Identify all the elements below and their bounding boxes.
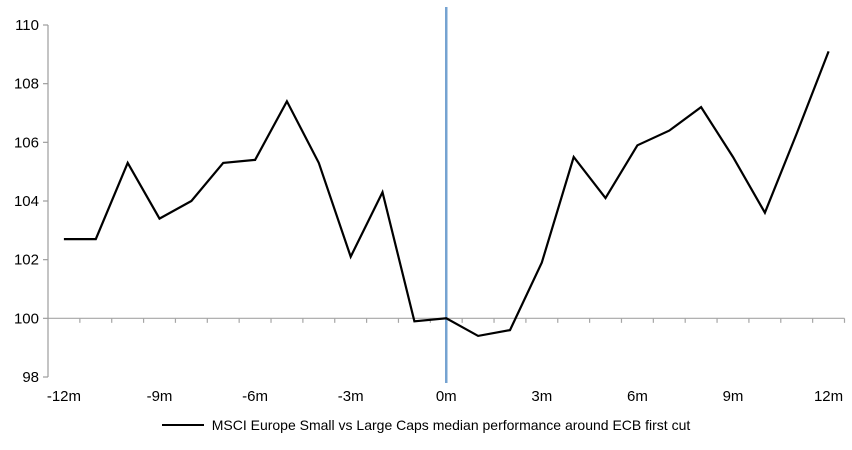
x-tick-label: -9m	[147, 388, 173, 405]
series-polyline	[63, 51, 830, 338]
y-tick-label: 108	[14, 76, 39, 93]
x-tick-label: 12m	[814, 388, 843, 405]
y-tick-label: 106	[14, 134, 39, 151]
x-tick-label: -6m	[242, 388, 268, 405]
x-tick-label: -3m	[338, 388, 364, 405]
legend-label: MSCI Europe Small vs Large Caps median p…	[211, 417, 691, 433]
x-tick-label: 3m	[531, 388, 552, 405]
x-tick-label: 0m	[436, 388, 457, 405]
x-tick-label: -12m	[47, 388, 81, 405]
y-tick-label: 100	[14, 310, 39, 327]
y-tick-label: 98	[22, 369, 39, 386]
legend-line-sample-icon	[161, 424, 204, 426]
x-tick-label: 9m	[723, 388, 744, 405]
y-tick-label: 102	[14, 252, 39, 269]
y-tick-label: 110	[15, 17, 39, 34]
legend: MSCI Europe Small vs Large Caps median p…	[0, 417, 852, 433]
y-tick-label: 104	[14, 193, 39, 210]
x-tick-label: 6m	[627, 388, 648, 405]
